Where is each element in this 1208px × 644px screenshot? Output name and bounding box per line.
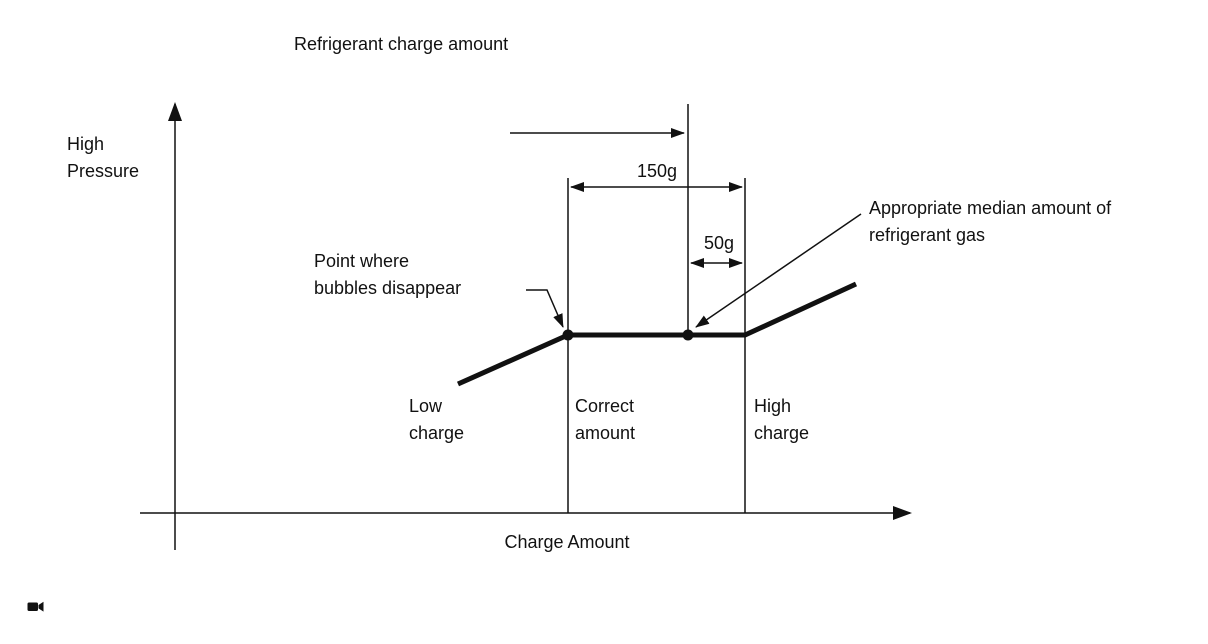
pressure-curve — [456, 281, 858, 387]
zone-low-label: Low charge — [409, 393, 464, 447]
bubbles-callout: Point where bubbles disappear — [314, 248, 461, 302]
median-point-dot — [682, 329, 694, 341]
x-axis-label: Charge Amount — [504, 532, 630, 552]
video-camera-icon[interactable] — [27, 599, 45, 614]
bubbles-callout-line1: Point where — [314, 251, 410, 271]
y-axis-label-line2: Pressure — [67, 161, 140, 181]
zone-high-label: High charge — [754, 393, 809, 447]
bubbles-callout-line2: bubbles disappear — [314, 278, 462, 298]
median-callout-line2: refrigerant gas — [869, 225, 986, 245]
y-axis-label-line1: High — [67, 134, 105, 154]
bubbles-pointer-line — [526, 289, 564, 328]
dim-50g-label: 50g — [703, 233, 735, 253]
median-callout-line1: Appropriate median amount of — [869, 198, 1112, 218]
median-callout: Appropriate median amount of refrigerant… — [869, 195, 1111, 249]
zone-correct-line2: amount — [575, 423, 636, 443]
dim-150g-label: 150g — [636, 161, 678, 181]
zone-correct-line1: Correct — [575, 396, 635, 416]
zone-low-line2: charge — [409, 423, 465, 443]
zone-correct-label: Correct amount — [575, 393, 635, 447]
bubble-point-dot — [562, 329, 574, 341]
zone-high-line2: charge — [754, 423, 810, 443]
y-axis-label: High Pressure — [67, 131, 139, 185]
median-pointer-line — [695, 213, 862, 328]
diagram-title: Refrigerant charge amount — [294, 34, 509, 54]
zone-high-line1: High — [754, 396, 792, 416]
zone-low-line1: Low — [409, 396, 443, 416]
